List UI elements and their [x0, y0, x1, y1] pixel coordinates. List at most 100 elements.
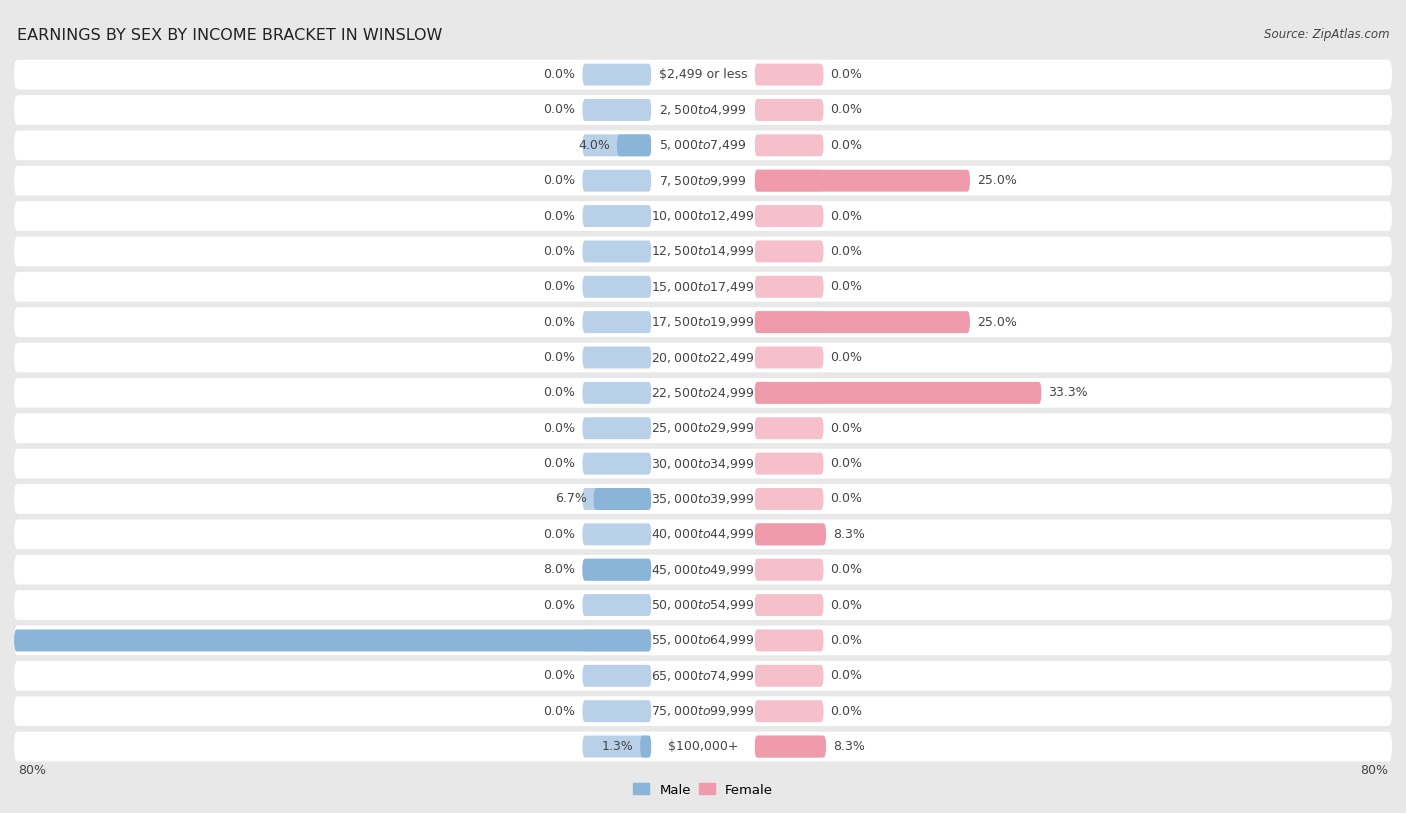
Text: 0.0%: 0.0% — [831, 351, 862, 364]
FancyBboxPatch shape — [651, 594, 755, 616]
FancyBboxPatch shape — [755, 629, 824, 651]
Legend: Male, Female: Male, Female — [633, 784, 773, 797]
FancyBboxPatch shape — [582, 594, 651, 616]
FancyBboxPatch shape — [582, 417, 651, 439]
FancyBboxPatch shape — [582, 205, 651, 227]
Text: 0.0%: 0.0% — [831, 245, 862, 258]
FancyBboxPatch shape — [14, 590, 1392, 620]
Text: $45,000 to $49,999: $45,000 to $49,999 — [651, 563, 755, 576]
FancyBboxPatch shape — [651, 488, 755, 510]
FancyBboxPatch shape — [14, 413, 1392, 443]
Text: $17,500 to $19,999: $17,500 to $19,999 — [651, 315, 755, 329]
FancyBboxPatch shape — [755, 665, 824, 687]
Text: 0.0%: 0.0% — [831, 705, 862, 718]
Text: 0.0%: 0.0% — [544, 705, 575, 718]
Text: 80%: 80% — [18, 764, 46, 777]
FancyBboxPatch shape — [755, 311, 824, 333]
FancyBboxPatch shape — [14, 449, 1392, 479]
FancyBboxPatch shape — [755, 311, 970, 333]
Text: $30,000 to $34,999: $30,000 to $34,999 — [651, 457, 755, 471]
Text: 0.0%: 0.0% — [831, 280, 862, 293]
FancyBboxPatch shape — [651, 170, 755, 192]
Text: 0.0%: 0.0% — [544, 528, 575, 541]
FancyBboxPatch shape — [755, 594, 824, 616]
FancyBboxPatch shape — [582, 63, 651, 85]
Text: $25,000 to $29,999: $25,000 to $29,999 — [651, 421, 755, 435]
FancyBboxPatch shape — [651, 629, 755, 651]
FancyBboxPatch shape — [582, 736, 651, 758]
FancyBboxPatch shape — [755, 276, 824, 298]
FancyBboxPatch shape — [651, 382, 755, 404]
FancyBboxPatch shape — [651, 99, 755, 121]
FancyBboxPatch shape — [755, 700, 824, 722]
FancyBboxPatch shape — [755, 736, 827, 758]
FancyBboxPatch shape — [14, 378, 1392, 408]
Text: 0.0%: 0.0% — [831, 669, 862, 682]
Text: 25.0%: 25.0% — [977, 315, 1017, 328]
FancyBboxPatch shape — [14, 272, 1392, 302]
FancyBboxPatch shape — [582, 134, 651, 156]
FancyBboxPatch shape — [651, 417, 755, 439]
Text: 1.3%: 1.3% — [602, 740, 633, 753]
Text: 6.7%: 6.7% — [555, 493, 586, 506]
FancyBboxPatch shape — [755, 241, 824, 263]
FancyBboxPatch shape — [582, 99, 651, 121]
FancyBboxPatch shape — [755, 417, 824, 439]
Text: 0.0%: 0.0% — [831, 563, 862, 576]
FancyBboxPatch shape — [14, 342, 1392, 372]
Text: 0.0%: 0.0% — [544, 598, 575, 611]
Text: 0.0%: 0.0% — [544, 669, 575, 682]
FancyBboxPatch shape — [651, 134, 755, 156]
FancyBboxPatch shape — [755, 453, 824, 475]
FancyBboxPatch shape — [651, 346, 755, 368]
FancyBboxPatch shape — [582, 488, 651, 510]
FancyBboxPatch shape — [755, 736, 824, 758]
FancyBboxPatch shape — [582, 170, 651, 192]
Text: 0.0%: 0.0% — [544, 351, 575, 364]
FancyBboxPatch shape — [14, 201, 1392, 231]
FancyBboxPatch shape — [14, 732, 1392, 762]
FancyBboxPatch shape — [582, 559, 651, 580]
FancyBboxPatch shape — [14, 520, 1392, 550]
Text: 0.0%: 0.0% — [544, 280, 575, 293]
FancyBboxPatch shape — [640, 736, 651, 758]
FancyBboxPatch shape — [755, 382, 1042, 404]
FancyBboxPatch shape — [651, 205, 755, 227]
Text: $2,499 or less: $2,499 or less — [659, 68, 747, 81]
FancyBboxPatch shape — [651, 524, 755, 546]
Text: 0.0%: 0.0% — [544, 174, 575, 187]
Text: 0.0%: 0.0% — [544, 210, 575, 223]
Text: 0.0%: 0.0% — [831, 493, 862, 506]
Text: $7,500 to $9,999: $7,500 to $9,999 — [659, 174, 747, 188]
FancyBboxPatch shape — [651, 276, 755, 298]
FancyBboxPatch shape — [14, 484, 1392, 514]
FancyBboxPatch shape — [755, 524, 824, 546]
Text: 33.3%: 33.3% — [1049, 386, 1088, 399]
Text: $2,500 to $4,999: $2,500 to $4,999 — [659, 103, 747, 117]
FancyBboxPatch shape — [582, 241, 651, 263]
FancyBboxPatch shape — [755, 559, 824, 580]
FancyBboxPatch shape — [14, 130, 1392, 160]
Text: 0.0%: 0.0% — [831, 103, 862, 116]
FancyBboxPatch shape — [582, 559, 651, 580]
FancyBboxPatch shape — [582, 700, 651, 722]
Text: 0.0%: 0.0% — [544, 245, 575, 258]
FancyBboxPatch shape — [651, 311, 755, 333]
FancyBboxPatch shape — [651, 453, 755, 475]
FancyBboxPatch shape — [651, 700, 755, 722]
FancyBboxPatch shape — [755, 488, 824, 510]
Text: 0.0%: 0.0% — [831, 68, 862, 81]
Text: 0.0%: 0.0% — [544, 103, 575, 116]
FancyBboxPatch shape — [755, 382, 824, 404]
FancyBboxPatch shape — [14, 59, 1392, 89]
FancyBboxPatch shape — [582, 382, 651, 404]
FancyBboxPatch shape — [651, 241, 755, 263]
Text: 0.0%: 0.0% — [831, 139, 862, 152]
Text: 8.3%: 8.3% — [832, 528, 865, 541]
Text: 80%: 80% — [1360, 764, 1388, 777]
FancyBboxPatch shape — [651, 736, 755, 758]
FancyBboxPatch shape — [755, 170, 824, 192]
Text: $10,000 to $12,499: $10,000 to $12,499 — [651, 209, 755, 223]
FancyBboxPatch shape — [617, 134, 651, 156]
FancyBboxPatch shape — [582, 629, 651, 651]
